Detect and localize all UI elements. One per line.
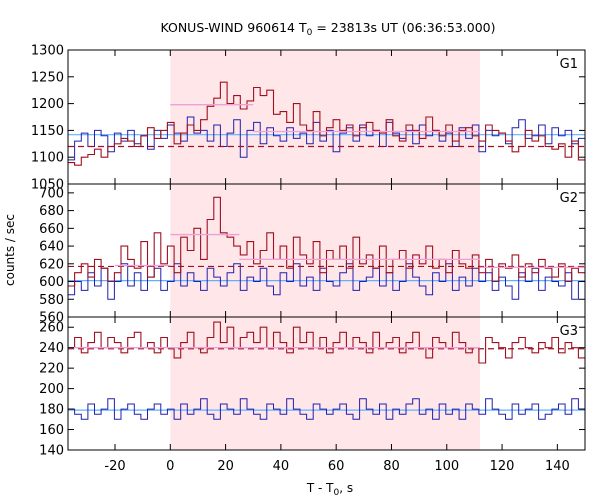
y-tick-label: 560 <box>39 311 64 326</box>
y-tick-label: 260 <box>39 321 64 336</box>
y-tick-label: 680 <box>39 204 64 219</box>
y-tick-label: 160 <box>39 423 64 438</box>
y-tick-label: 1300 <box>31 44 64 59</box>
x-axis-label: T - T0, s <box>306 481 353 498</box>
highlight-interval <box>170 317 480 450</box>
y-tick-label: 1100 <box>31 151 64 166</box>
panel-g2: 560 580 600 620 640 660 680 700 G2 <box>39 183 586 326</box>
x-tick-label: 140 <box>545 459 570 474</box>
panel-g1: 1050 1100 1150 1200 1250 1300 G1 <box>31 44 586 193</box>
highlight-interval <box>170 184 480 317</box>
y-axis-label: counts / sec <box>3 214 17 286</box>
y-tick-label: 1050 <box>31 178 64 193</box>
panel-plot-area <box>68 81 585 166</box>
panel-plot-area <box>68 321 585 420</box>
y-tick-label: 660 <box>39 222 64 237</box>
y-tick-label: 600 <box>39 275 64 290</box>
y-tick-label: 1200 <box>31 97 64 112</box>
panel-name-label: G1 <box>560 57 578 72</box>
panel-frame <box>67 316 586 451</box>
x-tick-label: 100 <box>434 459 459 474</box>
y-tick-label: 1250 <box>31 70 64 85</box>
y-tick-label: 620 <box>39 257 64 272</box>
y-tick-label: 220 <box>39 362 64 377</box>
y-tick-label: 180 <box>39 403 64 418</box>
y-tick-label: 240 <box>39 341 64 356</box>
y-tick-label: 580 <box>39 293 64 308</box>
x-tick-label: 120 <box>490 459 515 474</box>
x-tick-label: 60 <box>328 459 345 474</box>
blue-series-line <box>68 398 585 420</box>
y-tick-label: 200 <box>39 382 64 397</box>
panel-name-label: G3 <box>560 324 578 339</box>
highlight-interval <box>170 50 480 184</box>
red-series-line <box>68 321 585 364</box>
x-tick-label: 40 <box>273 459 290 474</box>
y-tick-label: 640 <box>39 240 64 255</box>
red-series-line <box>68 196 585 287</box>
x-tick-label: 0 <box>166 459 174 474</box>
panel-g3: 140 160 180 200 220 240 260 G3 <box>39 316 586 459</box>
y-tick-label: 1150 <box>31 124 64 139</box>
x-tick-label: 80 <box>383 459 400 474</box>
y-tick-label: 700 <box>39 186 64 201</box>
chart-title: KONUS-WIND 960614 T0 = 23813s UT (06:36:… <box>160 20 495 38</box>
panel-name-label: G2 <box>560 191 578 206</box>
x-tick-label: 20 <box>217 459 234 474</box>
y-tick-label: 140 <box>39 444 64 459</box>
x-tick-label: -20 <box>104 459 125 474</box>
panel-plot-area <box>68 196 585 300</box>
chart-panels: 105011001150120012501300G156058060062064… <box>31 44 586 474</box>
